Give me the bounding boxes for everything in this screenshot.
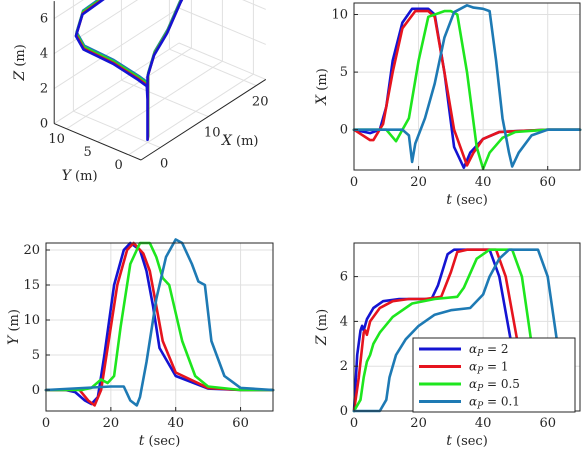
y-vs-t-xtick-label: 40 — [167, 416, 184, 431]
z-vs-t-xlabel: t (sec) — [446, 433, 488, 449]
x-vs-t-frame — [353, 2, 581, 171]
x-vs-t-series-alpha_2 — [352, 7, 582, 169]
y3d-tick-label: 0 — [114, 158, 122, 173]
y-vs-t-ylabel-var: Y — [6, 334, 22, 345]
z-vs-t-ytick-label: 0 — [340, 404, 348, 419]
wall-grid-z — [53, 0, 84, 20]
y-vs-t-series-alpha_1 — [44, 241, 275, 407]
x-axis-line — [140, 78, 267, 161]
x3d-tick-label: 10 — [204, 126, 221, 141]
floor-grid-y — [97, 60, 223, 143]
y-vs-t-xtick-label: 20 — [103, 416, 120, 431]
x-vs-t-ytick-label: 0 — [340, 123, 348, 138]
y-vs-t-xtick-label: 0 — [42, 416, 50, 431]
side-grid-z — [178, 7, 266, 45]
x-vs-t-xtick-label: 40 — [475, 175, 492, 190]
x-vs-t-xlabel-var: t — [446, 192, 452, 208]
wall-grid-z — [53, 7, 180, 90]
x-vs-t-xlabel-unit: (sec) — [452, 193, 488, 208]
floor-grid-y — [66, 47, 192, 130]
z-vs-t-ylabel-var: Z — [314, 335, 330, 346]
wall-grid-z — [53, 0, 139, 55]
legend-label-alpha_0_5: αP = 0.5 — [469, 377, 520, 394]
y3d-label: Y (m) — [62, 168, 98, 184]
z-vs-t-ytick-label: 6 — [340, 270, 348, 285]
z-vs-t-series-alpha_0_1 — [352, 248, 569, 413]
trajectory-3d-alpha_0_5 — [75, 0, 183, 139]
x-vs-t-ytick-label: 5 — [340, 65, 348, 80]
z-vs-t-xtick-label: 20 — [410, 416, 427, 431]
z-vs-t-xtick-label: 40 — [475, 416, 492, 431]
y-vs-t-frame — [45, 242, 274, 412]
y-vs-t-panel: 0 20 40 60 0 5 10 15 20 t (sec) Y (m) — [6, 238, 275, 449]
z3d-tick-label: 6 — [40, 12, 48, 27]
y-vs-t-ytick-label: 0 — [32, 383, 40, 398]
z3d-tick-label: 2 — [40, 82, 48, 97]
y-vs-t-series-alpha_2 — [44, 241, 275, 406]
trajectory-3d-alpha_2 — [74, 0, 184, 142]
x-vs-t-panel: 0 20 40 60 0 5 10 t (sec) X (m) — [314, 2, 582, 208]
legend-label-alpha_1: αP = 1 — [469, 360, 509, 377]
wall-grid-z — [53, 42, 180, 125]
legend-label-alpha_0_1: αP = 0.1 — [469, 395, 520, 412]
z-vs-t-xlabel-var: t — [446, 433, 452, 449]
y-vs-t-ytick-label: 20 — [23, 243, 40, 258]
floor-grid-y — [128, 73, 254, 156]
x3d-tick-label: 20 — [252, 95, 269, 110]
x-vs-t-ylabel-var: X — [314, 94, 330, 106]
y-vs-t-ytick-label: 10 — [23, 313, 40, 328]
x-vs-t-xtick-label: 60 — [539, 175, 556, 190]
side-grid-z — [242, 0, 266, 10]
y3d-tick-label: 5 — [83, 145, 91, 160]
x-vs-t-ytick-label: 10 — [331, 8, 348, 23]
x3d-tick-label: 0 — [160, 157, 168, 172]
legend: αP = 2αP = 1αP = 0.5αP = 0.1 — [412, 337, 576, 413]
y-vs-t-series-alpha_0_1 — [44, 238, 275, 407]
z3d-label: Z (m) — [12, 44, 28, 81]
z-vs-t-ytick-label: 4 — [340, 314, 348, 329]
x-vs-t-xtick-label: 0 — [350, 175, 358, 190]
y-vs-t-xlabel-unit: (sec) — [144, 434, 180, 449]
x-vs-t-series-alpha_0_1 — [352, 4, 582, 168]
x-vs-t-xlabel: t (sec) — [446, 192, 488, 208]
side-grid-z — [178, 42, 266, 80]
y-vs-t-ylabel: Y (m) — [6, 309, 22, 345]
y-vs-t-xlabel: t (sec) — [139, 433, 181, 449]
z3d-tick-label: 0 — [40, 117, 48, 132]
z-vs-t-xlabel-unit: (sec) — [452, 434, 488, 449]
x3d-label: X (m) — [221, 133, 259, 149]
y-vs-t-ytick-label: 15 — [23, 278, 40, 293]
z-vs-t-ylabel-unit: (m) — [315, 309, 330, 336]
y3d-tick-label: 10 — [48, 132, 65, 147]
x-vs-t-ylabel-unit: (m) — [315, 68, 330, 95]
x-vs-t-xtick-label: 20 — [410, 175, 427, 190]
z-vs-t-ytick-label: 2 — [340, 359, 348, 374]
y-vs-t-ylabel-unit: (m) — [7, 309, 22, 336]
y-vs-t-ytick-label: 5 — [32, 348, 40, 363]
legend-label-alpha_2: αP = 2 — [469, 342, 509, 359]
z-vs-t-xtick-label: 0 — [350, 416, 358, 431]
z-vs-t-xtick-label: 60 — [539, 416, 556, 431]
y-vs-t-xlabel-var: t — [139, 433, 145, 449]
z-vs-t-ylabel: Z (m) — [314, 309, 330, 346]
z3d-tick-label: 4 — [40, 47, 48, 62]
x-vs-t-ylabel: X (m) — [314, 68, 330, 106]
y-vs-t-xtick-label: 60 — [232, 416, 249, 431]
y-axis-line — [54, 123, 142, 161]
